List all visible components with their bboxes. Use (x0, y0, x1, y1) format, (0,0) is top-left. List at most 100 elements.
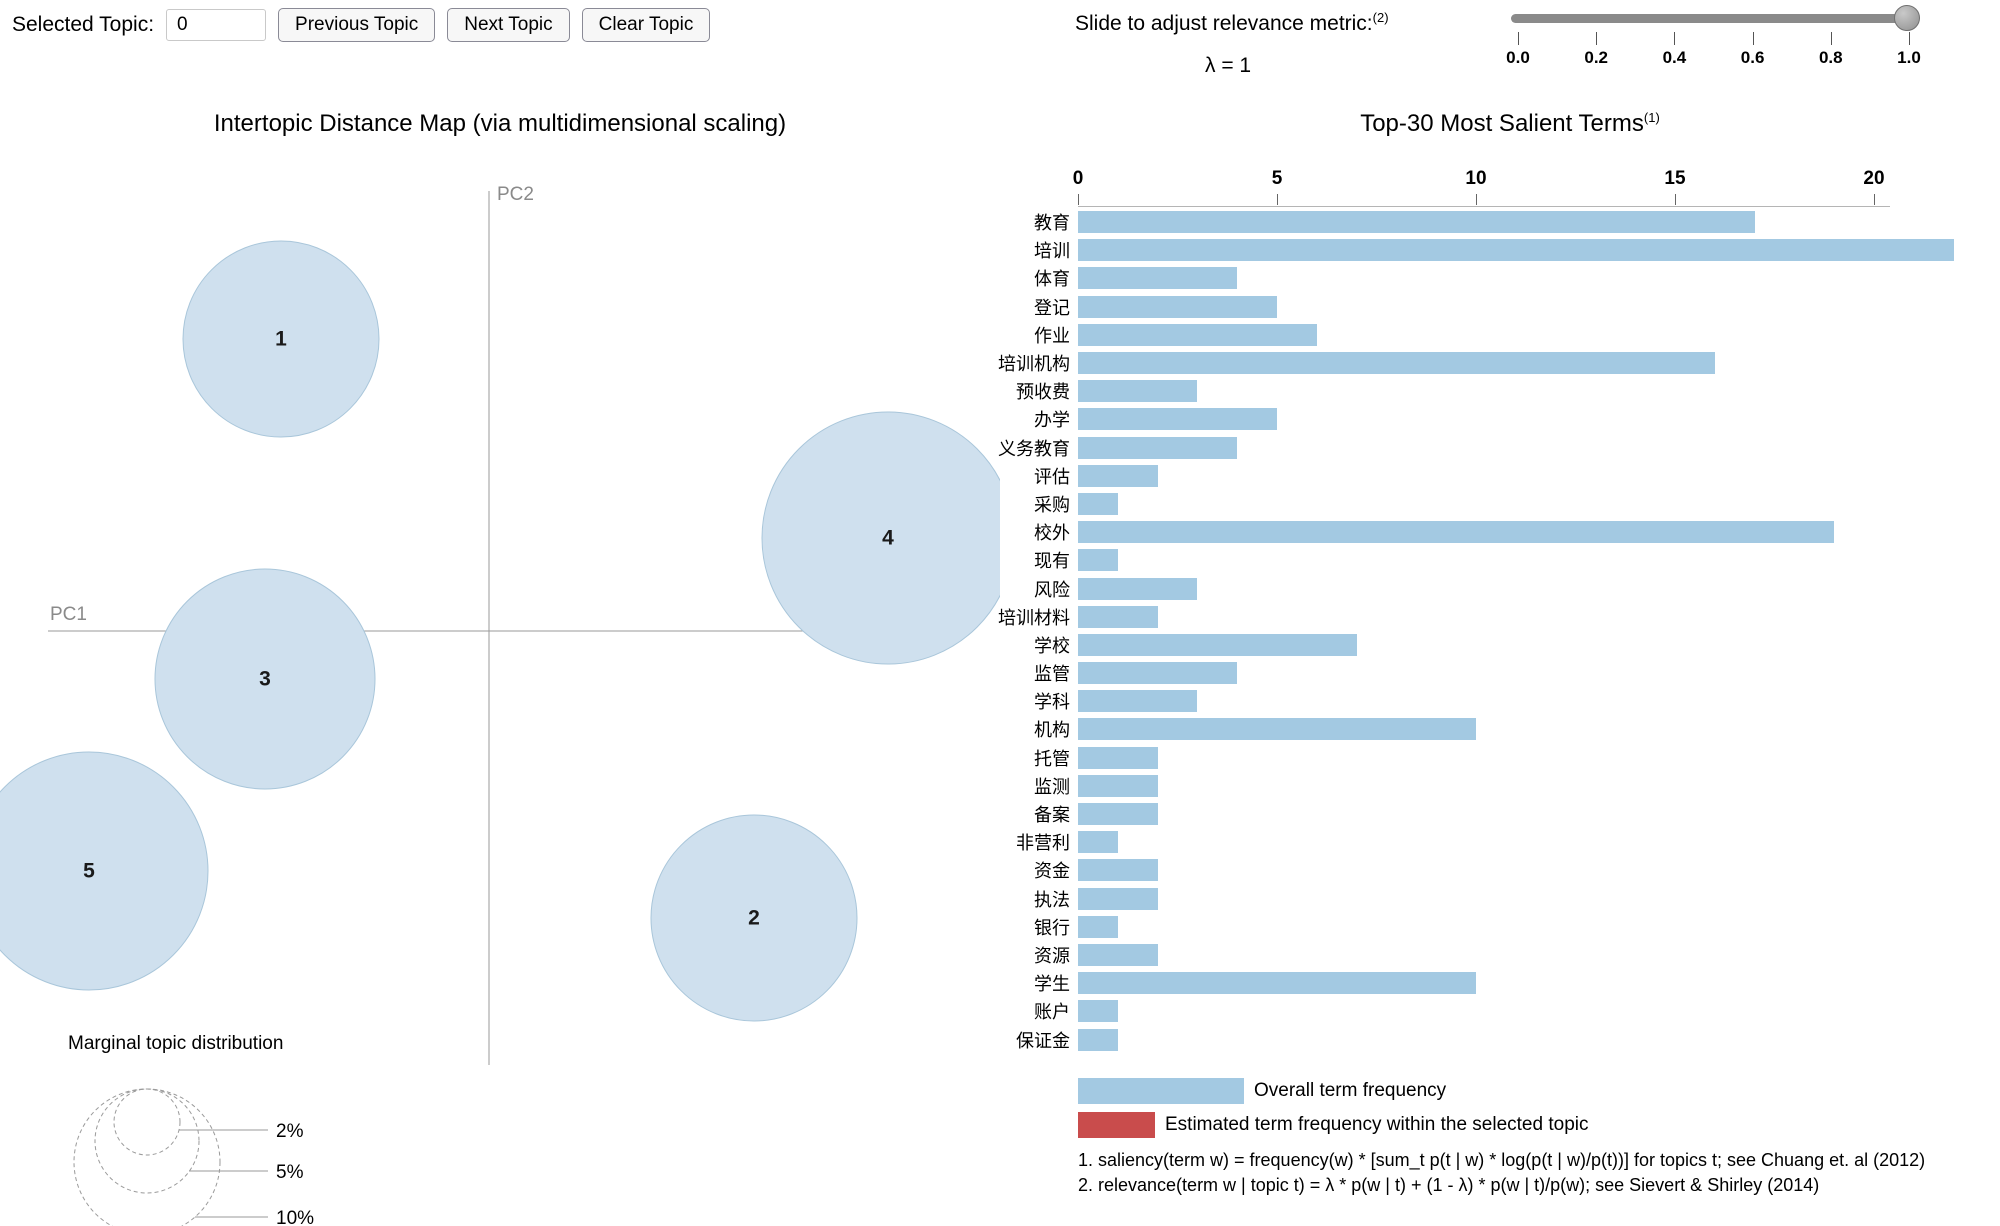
term-label[interactable]: 保证金 (1016, 1030, 1070, 1051)
term-label[interactable]: 教育 (1034, 213, 1070, 234)
term-frequency-bar[interactable] (1078, 549, 1118, 572)
terms-footnote-ref: (1) (1643, 110, 1660, 125)
term-row: 银行 (932, 913, 1954, 941)
term-label[interactable]: 学生 (1034, 974, 1070, 995)
next-topic-button[interactable]: Next Topic (447, 8, 570, 42)
terms-axis-line (1078, 206, 1890, 207)
term-label[interactable]: 现有 (1034, 551, 1070, 572)
term-row: 培训机构 (932, 349, 1954, 377)
selected-topic-label: Selected Topic: (12, 13, 155, 36)
topic-circle-number: 2 (748, 907, 760, 930)
term-frequency-bar[interactable] (1078, 774, 1158, 797)
mds-title-text: Intertopic Distance Map (via multidimens… (213, 110, 787, 137)
term-row: 义务教育 (932, 434, 1954, 462)
term-label[interactable]: 风险 (1034, 579, 1070, 600)
term-label[interactable]: 监测 (1034, 776, 1070, 797)
terms-title-text: Top-30 Most Salient Terms (1360, 110, 1644, 137)
legend-row-selected: Estimated term frequency within the sele… (1078, 1112, 1588, 1138)
term-label[interactable]: 作业 (1034, 325, 1070, 346)
term-frequency-bar[interactable] (1078, 633, 1357, 656)
term-label[interactable]: 备案 (1034, 805, 1070, 826)
term-frequency-bar[interactable] (1078, 492, 1118, 515)
term-frequency-bar[interactable] (1078, 915, 1118, 938)
topic-circle-2[interactable] (650, 814, 858, 1022)
term-frequency-bar[interactable] (1078, 831, 1118, 854)
term-label[interactable]: 义务教育 (998, 438, 1070, 459)
term-label[interactable]: 监管 (1034, 664, 1070, 685)
term-label[interactable]: 培训材料 (998, 607, 1070, 628)
term-label[interactable]: 评估 (1034, 466, 1070, 487)
term-frequency-bar[interactable] (1078, 211, 1755, 234)
term-frequency-bar[interactable] (1078, 1028, 1118, 1051)
term-label[interactable]: 资源 (1034, 945, 1070, 966)
term-frequency-bar[interactable] (1078, 803, 1158, 826)
x-axis-tick (1476, 194, 1477, 205)
term-frequency-bar[interactable] (1078, 464, 1158, 487)
x-axis-tick-label: 0 (1072, 168, 1084, 189)
term-frequency-bar[interactable] (1078, 1000, 1118, 1023)
topic-circle-1[interactable] (182, 240, 380, 438)
relevance-slider-block: Slide to adjust relevance metric:(2) λ =… (1075, 5, 1955, 96)
term-frequency-bar[interactable] (1078, 295, 1277, 318)
term-label[interactable]: 托管 (1034, 748, 1070, 769)
marginal-label-2pct: 2% (276, 1121, 304, 1142)
marginal-label-5pct: 5% (276, 1162, 304, 1183)
previous-topic-button[interactable]: Previous Topic (278, 8, 436, 42)
footnotes: 1. saliency(term w) = frequency(w) * [su… (1078, 1148, 1925, 1198)
term-frequency-bar[interactable] (1078, 887, 1158, 910)
term-label[interactable]: 校外 (1034, 523, 1070, 544)
term-frequency-bar[interactable] (1078, 690, 1198, 713)
topic-circle-5[interactable] (0, 751, 209, 991)
relevance-slider-track[interactable] (1511, 14, 1907, 23)
term-label[interactable]: 学科 (1034, 692, 1070, 713)
term-label[interactable]: 账户 (1034, 1002, 1070, 1023)
term-frequency-bar[interactable] (1078, 352, 1715, 375)
term-frequency-bar[interactable] (1078, 662, 1238, 685)
term-frequency-bar[interactable] (1078, 521, 1835, 544)
slider-footnote-ref: (2) (1372, 10, 1389, 25)
term-label[interactable]: 机构 (1034, 720, 1070, 741)
term-label[interactable]: 登记 (1034, 297, 1070, 318)
term-row: 学生 (932, 969, 1954, 997)
term-label[interactable]: 预收费 (1016, 382, 1070, 403)
term-frequency-bar[interactable] (1078, 380, 1198, 403)
slider-tick-label: 0.6 (1740, 48, 1765, 67)
term-label[interactable]: 办学 (1034, 410, 1070, 431)
selected-topic-input[interactable] (166, 9, 267, 41)
term-label[interactable]: 银行 (1034, 917, 1070, 938)
relevance-slider-handle[interactable] (1894, 5, 1920, 31)
term-frequency-bar[interactable] (1078, 239, 1954, 262)
clear-topic-button[interactable]: Clear Topic (581, 8, 711, 42)
term-label[interactable]: 采购 (1034, 494, 1070, 515)
slider-label: Slide to adjust relevance metric:(2) (1075, 10, 1389, 36)
term-frequency-bar[interactable] (1078, 605, 1158, 628)
term-row: 资源 (932, 941, 1954, 969)
term-label[interactable]: 培训机构 (998, 354, 1070, 375)
term-row: 培训 (932, 236, 1954, 264)
term-row: 机构 (932, 715, 1954, 743)
topic-circle-4[interactable] (761, 411, 1000, 665)
x-axis-tick-label: 10 (1465, 168, 1487, 189)
term-row: 学科 (932, 687, 1954, 715)
term-frequency-bar[interactable] (1078, 436, 1238, 459)
marginal-topic-distribution-legend: Marginal topic distribution 2% 5% 10% (68, 1033, 314, 1226)
frequency-legend: Overall term frequency Estimated term fr… (1078, 1078, 1588, 1146)
term-frequency-bar[interactable] (1078, 408, 1277, 431)
term-label[interactable]: 执法 (1034, 889, 1070, 910)
term-frequency-bar[interactable] (1078, 943, 1158, 966)
term-label[interactable]: 资金 (1034, 861, 1070, 882)
term-frequency-bar[interactable] (1078, 972, 1476, 995)
term-frequency-bar[interactable] (1078, 267, 1238, 290)
term-frequency-bar[interactable] (1078, 718, 1476, 741)
term-label[interactable]: 培训 (1034, 241, 1070, 262)
term-label[interactable]: 非营利 (1016, 833, 1070, 854)
term-frequency-bar[interactable] (1078, 859, 1158, 882)
term-frequency-bar[interactable] (1078, 746, 1158, 769)
x-axis-tick (1078, 194, 1079, 205)
term-label[interactable]: 体育 (1034, 269, 1070, 290)
topic-circle-3[interactable] (154, 568, 376, 790)
term-label[interactable]: 学校 (1034, 635, 1070, 656)
term-frequency-bar[interactable] (1078, 577, 1198, 600)
term-frequency-bar[interactable] (1078, 323, 1317, 346)
x-axis-tick-label: 20 (1863, 168, 1885, 189)
